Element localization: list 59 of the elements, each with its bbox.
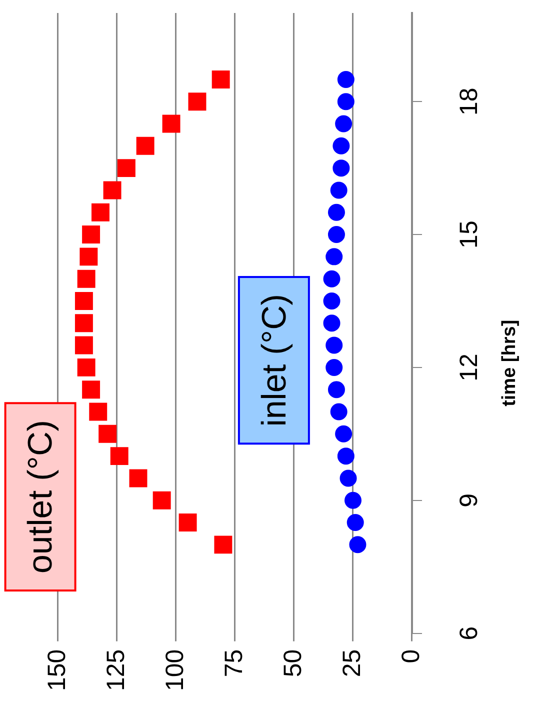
x-tick-label: 150: [42, 649, 71, 692]
point: [330, 182, 348, 199]
point: [103, 181, 122, 200]
point: [332, 160, 350, 177]
point: [323, 270, 340, 288]
y-axis-title: time [hrs]: [499, 320, 520, 406]
point: [337, 448, 354, 465]
point: [346, 514, 364, 532]
point: [152, 491, 171, 510]
point: [335, 115, 352, 132]
x-tick-label: 25: [338, 649, 366, 678]
point: [136, 136, 154, 155]
point: [89, 402, 108, 421]
point: [74, 292, 93, 310]
x-tick-label: 50: [278, 649, 307, 678]
point: [332, 137, 350, 154]
y-tick-label: 18: [454, 88, 483, 116]
point: [74, 336, 93, 354]
y-tick-label: 9: [454, 493, 483, 508]
x-tick-label: 75: [220, 649, 248, 678]
text: inlet (°C): [255, 294, 294, 427]
y-tick-label: 15: [454, 220, 483, 248]
point: [82, 380, 100, 399]
point: [91, 203, 110, 222]
point: [162, 114, 180, 133]
point: [178, 514, 197, 532]
point: [340, 470, 357, 487]
point: [98, 424, 117, 443]
point: [328, 204, 345, 221]
point: [80, 248, 98, 266]
point: [330, 403, 348, 420]
point: [337, 70, 354, 88]
text: outlet (°C): [22, 420, 60, 574]
point: [214, 536, 232, 554]
point: [323, 292, 340, 310]
point: [326, 358, 343, 376]
point: [188, 92, 206, 111]
point: [337, 93, 354, 110]
point: [74, 314, 93, 332]
x-tick-label: 100: [160, 649, 189, 692]
point: [77, 270, 96, 288]
x-tick-label: 125: [102, 649, 130, 692]
x-tick-label: 0: [396, 649, 425, 664]
point: [77, 358, 96, 376]
point: [335, 425, 352, 442]
point: [349, 536, 366, 554]
point: [129, 469, 148, 488]
point: [82, 226, 100, 244]
point: [328, 381, 345, 398]
point: [328, 226, 345, 244]
y-tick-label: 6: [454, 626, 483, 640]
y-tick-label: 12: [454, 354, 483, 382]
point: [326, 248, 343, 266]
point: [110, 447, 128, 466]
point: [212, 70, 230, 88]
point: [326, 336, 343, 354]
point: [323, 314, 340, 332]
point: [344, 492, 362, 509]
point: [117, 159, 136, 178]
